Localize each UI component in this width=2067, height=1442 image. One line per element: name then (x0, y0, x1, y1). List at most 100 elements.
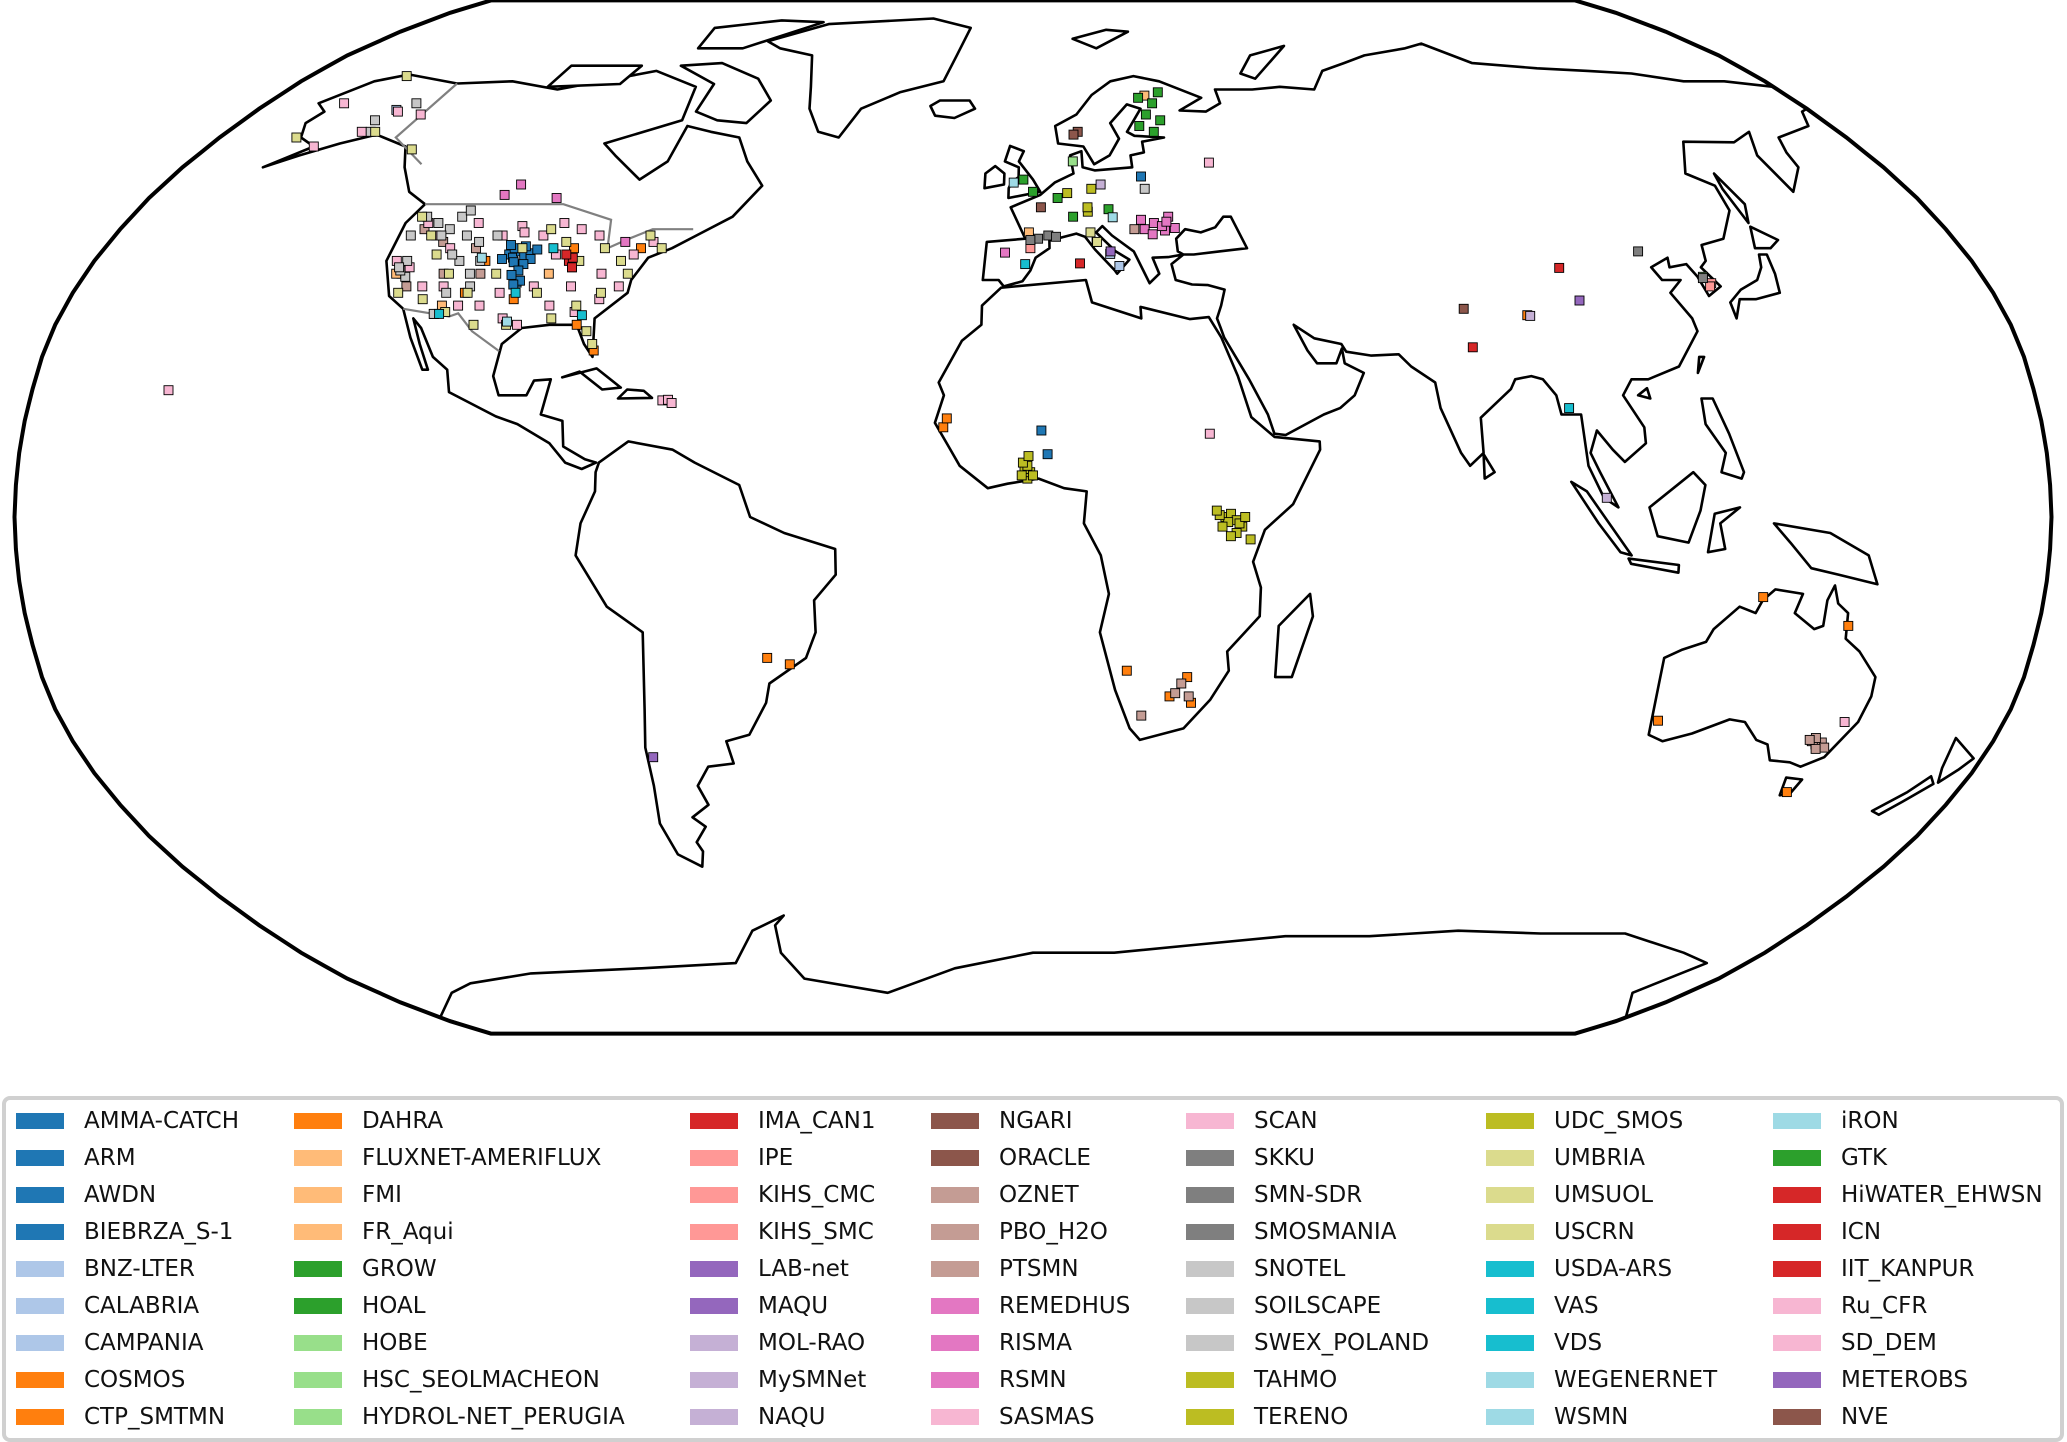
station-marker (464, 268, 475, 279)
legend-label: HYDROL-NET_PERUGIA (362, 1404, 625, 1430)
legend-item: OZNET (931, 1180, 1079, 1210)
station-marker (1133, 92, 1144, 103)
legend-item: WEGENERNET (1486, 1365, 1717, 1395)
station-marker (291, 132, 302, 143)
station-marker (531, 287, 542, 298)
station-marker (1121, 665, 1132, 676)
legend-swatch (1773, 1261, 1821, 1277)
legend-item: TERENO (1186, 1402, 1348, 1432)
legend-swatch (1773, 1150, 1821, 1166)
legend-item: RISMA (931, 1328, 1072, 1358)
legend-label: KIHS_CMC (758, 1182, 876, 1208)
station-marker (1204, 428, 1215, 439)
legend-swatch (16, 1372, 64, 1388)
station-marker (566, 281, 576, 292)
landmass-philippines (1700, 397, 1746, 480)
legend-swatch (16, 1150, 64, 1166)
legend-item: LAB-net (690, 1254, 849, 1284)
station-marker (595, 287, 606, 298)
legend-label: KIHS_SMC (758, 1219, 874, 1245)
landmass-sri-lanka (1482, 452, 1496, 480)
station-marker (400, 271, 411, 282)
legend-item: AWDN (16, 1180, 156, 1210)
legend-swatch (294, 1298, 342, 1314)
landmass-japan (1729, 253, 1782, 320)
legend-label: VAS (1554, 1293, 1599, 1319)
station-marker (1211, 505, 1222, 516)
legend-swatch (16, 1335, 64, 1351)
station-marker (567, 262, 577, 273)
stations-layer (163, 71, 1854, 798)
station-marker (1161, 216, 1172, 227)
legend-label: HOAL (362, 1293, 426, 1319)
station-marker (1103, 204, 1114, 215)
station-marker (1564, 403, 1575, 414)
legend-swatch (1486, 1113, 1534, 1129)
legend-label: MAQU (758, 1293, 829, 1319)
station-marker (1240, 512, 1251, 522)
legend-item: SOILSCAPE (1186, 1291, 1381, 1321)
station-marker (628, 249, 639, 260)
landmass-svalbard (1071, 28, 1130, 50)
station-marker (1067, 156, 1078, 167)
station-marker (475, 268, 486, 279)
station-marker (1147, 229, 1158, 240)
landmass-africa (933, 278, 1322, 742)
legend-label: SNOTEL (1254, 1256, 1346, 1282)
legend-swatch (931, 1372, 979, 1388)
legend-item: HiWATER_EHWSN (1773, 1180, 2043, 1210)
legend-swatch (690, 1261, 738, 1277)
station-marker (1035, 202, 1046, 213)
legend-label: MOL-RAO (758, 1330, 866, 1356)
station-marker (546, 224, 557, 235)
legend-label: iRON (1841, 1108, 1899, 1134)
station-marker (1136, 710, 1147, 721)
station-marker (1036, 425, 1047, 436)
legend-label: GROW (362, 1256, 437, 1282)
station-marker (508, 257, 519, 268)
station-marker (1139, 183, 1150, 194)
legend-item: HSC_SEOLMACHEON (294, 1365, 600, 1395)
station-marker (453, 300, 464, 311)
station-marker (508, 279, 519, 290)
legend-swatch (294, 1335, 342, 1351)
legend-swatch (1186, 1372, 1234, 1388)
legend-item: FMI (294, 1180, 402, 1210)
legend-item: SKKU (1186, 1143, 1315, 1173)
legend-label: IIT_KANPUR (1841, 1256, 1975, 1282)
station-marker (941, 413, 952, 424)
landmass-taiwan (1696, 355, 1706, 375)
station-marker (1000, 247, 1010, 258)
station-marker (1020, 259, 1031, 270)
legend-item: DAHRA (294, 1106, 443, 1136)
station-marker (406, 144, 417, 155)
legend-item: TAHMO (1186, 1365, 1337, 1395)
legend-label: CTP_SMTMN (84, 1404, 226, 1430)
legend-swatch (690, 1150, 738, 1166)
station-marker (339, 98, 350, 109)
legend-item: REMEDHUS (931, 1291, 1130, 1321)
station-marker (569, 243, 579, 254)
legend-swatch (16, 1409, 64, 1425)
station-marker (417, 294, 428, 305)
legend-item: NVE (1773, 1402, 1888, 1432)
legend-item: KIHS_SMC (690, 1217, 874, 1247)
station-marker (1182, 672, 1193, 683)
station-marker (1839, 717, 1850, 727)
station-marker (1134, 121, 1145, 131)
station-marker (1554, 262, 1565, 273)
legend-swatch (1486, 1150, 1534, 1166)
station-marker (596, 268, 607, 279)
station-marker (1075, 258, 1085, 269)
station-marker (1025, 235, 1036, 245)
legend-label: NGARI (999, 1108, 1073, 1134)
station-marker (436, 230, 447, 241)
station-marker (538, 230, 549, 241)
station-marker (1082, 202, 1093, 213)
station-marker (666, 398, 677, 408)
landmass-sumatra (1570, 480, 1633, 557)
landmass-madagascar (1273, 592, 1315, 679)
legend-item: HYDROL-NET_PERUGIA (294, 1402, 625, 1432)
station-marker (433, 218, 444, 228)
station-marker (762, 652, 773, 663)
